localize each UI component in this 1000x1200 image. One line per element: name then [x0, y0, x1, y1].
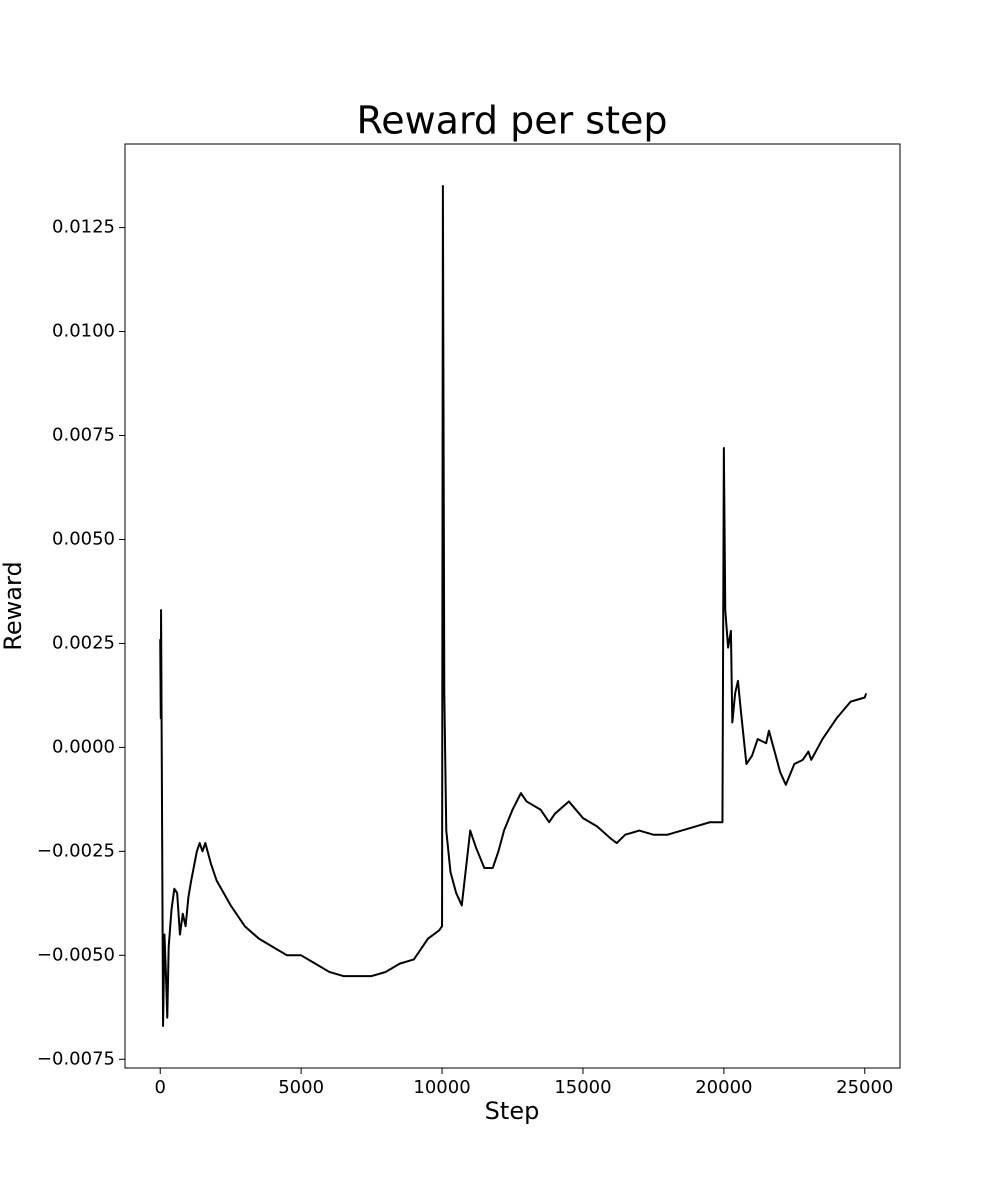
- x-axis-label: Step: [485, 1097, 540, 1125]
- y-tick-label: 0.0050: [52, 528, 115, 549]
- y-tick-label: 0.0125: [52, 217, 115, 238]
- x-tick-label: 5000: [278, 1077, 324, 1098]
- y-tick-label: 0.0025: [52, 632, 115, 653]
- y-tick-label: −0.0025: [37, 840, 115, 861]
- y-tick-label: 0.0000: [52, 736, 115, 757]
- y-tick-label: −0.0050: [37, 944, 115, 965]
- plot-frame: [124, 143, 901, 1069]
- x-tick-label: 10000: [413, 1077, 470, 1098]
- chart-title: Reward per step: [357, 99, 668, 143]
- y-axis-label: Reward: [0, 561, 27, 650]
- y-tick-label: 0.0100: [52, 321, 115, 342]
- y-tick-label: 0.0075: [52, 425, 115, 446]
- x-tick-label: 0: [155, 1077, 166, 1098]
- y-tick-label: −0.0075: [37, 1048, 115, 1069]
- x-tick-label: 20000: [695, 1077, 752, 1098]
- line-series: [159, 185, 868, 1027]
- x-tick-label: 25000: [836, 1077, 893, 1098]
- x-tick-label: 15000: [554, 1077, 611, 1098]
